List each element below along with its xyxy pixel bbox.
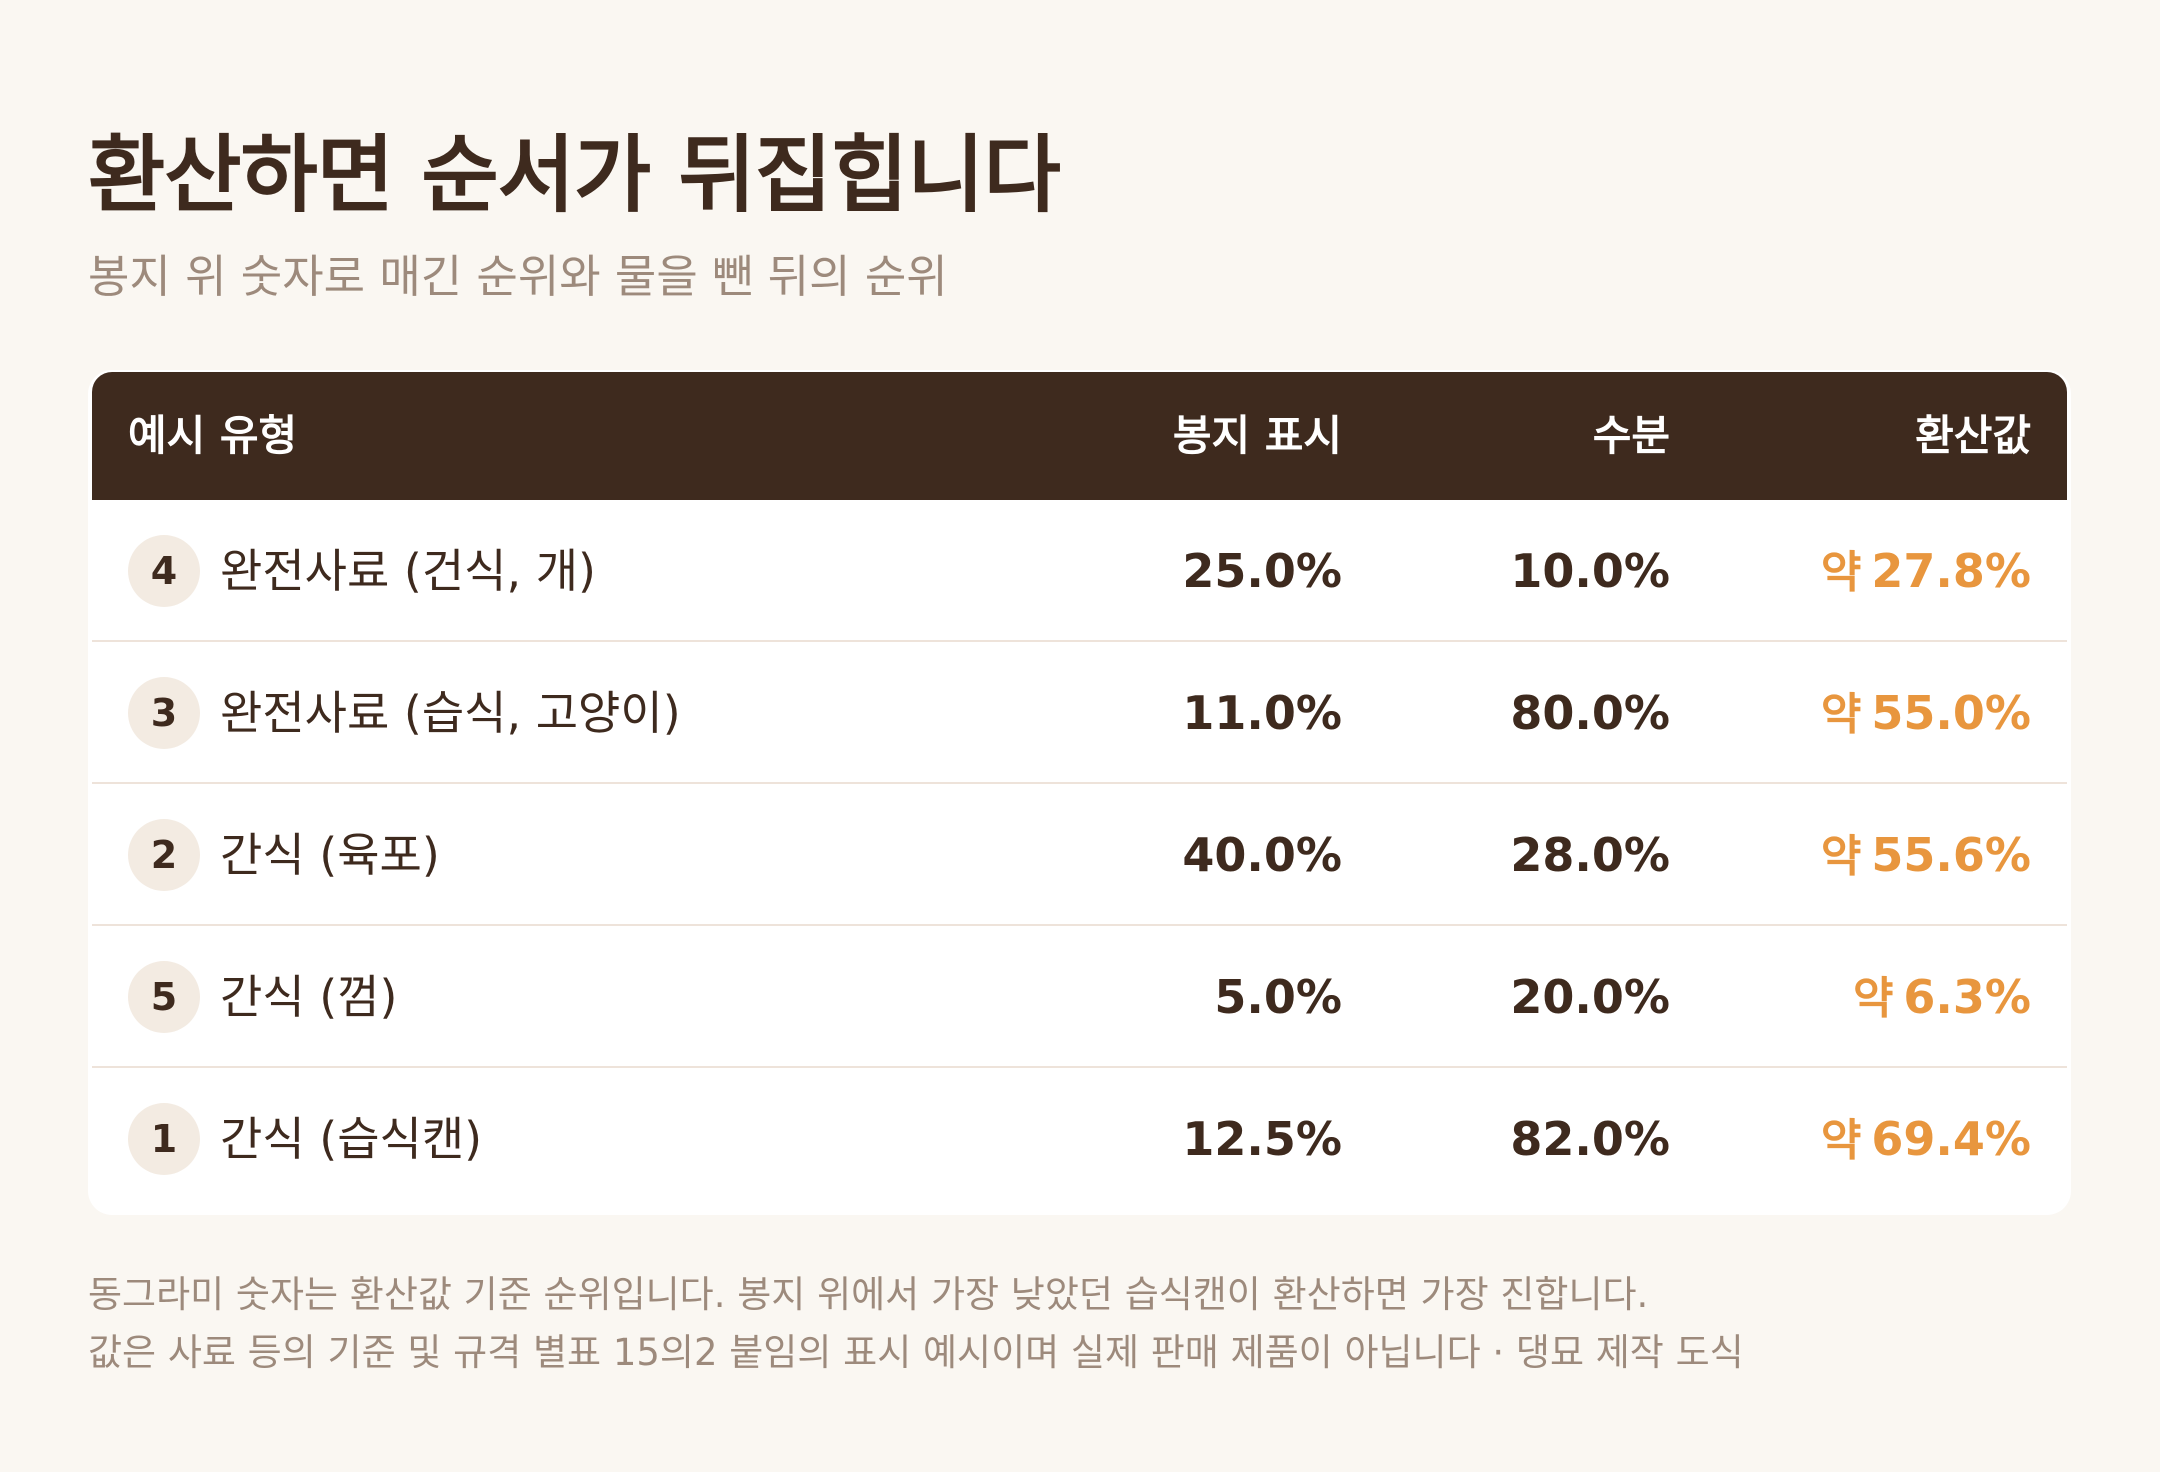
- converted-value: 55.6%: [1871, 828, 2031, 882]
- rank-badge: 3: [128, 677, 200, 749]
- approx-prefix: 약: [1820, 547, 1862, 598]
- row-moisture: 10.0%: [1510, 544, 1670, 598]
- page-subtitle: 봉지 위 숫자로 매긴 순위와 물을 뺀 뒤의 순위: [88, 250, 948, 303]
- header-converted: 환산값: [1915, 411, 2031, 460]
- footnote-line-1: 동그라미 숫자는 환산값 기준 순위입니다. 봉지 위에서 가장 낮았던 습식캔…: [88, 1273, 1649, 1316]
- row-converted: 약 6.3%: [1853, 926, 2031, 1068]
- row-type: 완전사료 (건식, 개): [220, 544, 596, 598]
- table-body: 4 완전사료 (건식, 개) 25.0% 10.0% 약 27.8% 3 완전사료…: [92, 500, 2067, 1210]
- row-label-value: 40.0%: [1182, 828, 1342, 882]
- row-label-value: 12.5%: [1182, 1112, 1342, 1166]
- converted-value: 69.4%: [1871, 1112, 2031, 1166]
- row-moisture: 28.0%: [1510, 828, 1670, 882]
- comparison-table: 예시 유형 봉지 표시 수분 환산값 4 완전사료 (건식, 개) 25.0% …: [88, 370, 2071, 1215]
- header-label-value: 봉지 표시: [1172, 411, 1342, 460]
- row-type: 간식 (껌): [220, 970, 398, 1024]
- row-label-value: 11.0%: [1182, 686, 1342, 740]
- converted-value: 27.8%: [1871, 544, 2031, 598]
- row-converted: 약 27.8%: [1821, 500, 2031, 642]
- rank-badge: 4: [128, 535, 200, 607]
- row-type: 간식 (육포): [220, 828, 440, 882]
- table-row: 4 완전사료 (건식, 개) 25.0% 10.0% 약 27.8%: [92, 500, 2067, 642]
- rank-badge: 2: [128, 819, 200, 891]
- header-moisture: 수분: [1592, 411, 1670, 460]
- footnote-line-2: 값은 사료 등의 기준 및 규격 별표 15의2 붙임의 표시 예시이며 실제 …: [88, 1331, 1744, 1374]
- approx-prefix: 약: [1852, 973, 1894, 1024]
- rank-badge: 1: [128, 1103, 200, 1175]
- row-moisture: 82.0%: [1510, 1112, 1670, 1166]
- footnote: 동그라미 숫자는 환산값 기준 순위입니다. 봉지 위에서 가장 낮았던 습식캔…: [88, 1266, 1744, 1382]
- row-label-value: 5.0%: [1214, 970, 1342, 1024]
- header-type: 예시 유형: [128, 411, 298, 460]
- row-converted: 약 55.6%: [1821, 784, 2031, 926]
- row-moisture: 80.0%: [1510, 686, 1670, 740]
- approx-prefix: 약: [1820, 831, 1862, 882]
- row-label-value: 25.0%: [1182, 544, 1342, 598]
- converted-value: 55.0%: [1871, 686, 2031, 740]
- table-row: 2 간식 (육포) 40.0% 28.0% 약 55.6%: [92, 784, 2067, 926]
- table-row: 3 완전사료 (습식, 고양이) 11.0% 80.0% 약 55.0%: [92, 642, 2067, 784]
- table-header: 예시 유형 봉지 표시 수분 환산값: [92, 372, 2067, 500]
- table-row: 1 간식 (습식캔) 12.5% 82.0% 약 69.4%: [92, 1068, 2067, 1210]
- row-type: 완전사료 (습식, 고양이): [220, 686, 681, 740]
- row-moisture: 20.0%: [1510, 970, 1670, 1024]
- row-type: 간식 (습식캔): [220, 1112, 483, 1166]
- approx-prefix: 약: [1820, 689, 1862, 740]
- approx-prefix: 약: [1820, 1115, 1862, 1166]
- page-title: 환산하면 순서가 뒤집힙니다: [88, 126, 1061, 224]
- table-row: 5 간식 (껌) 5.0% 20.0% 약 6.3%: [92, 926, 2067, 1068]
- row-converted: 약 55.0%: [1821, 642, 2031, 784]
- rank-badge: 5: [128, 961, 200, 1033]
- converted-value: 6.3%: [1903, 970, 2031, 1024]
- row-converted: 약 69.4%: [1821, 1068, 2031, 1210]
